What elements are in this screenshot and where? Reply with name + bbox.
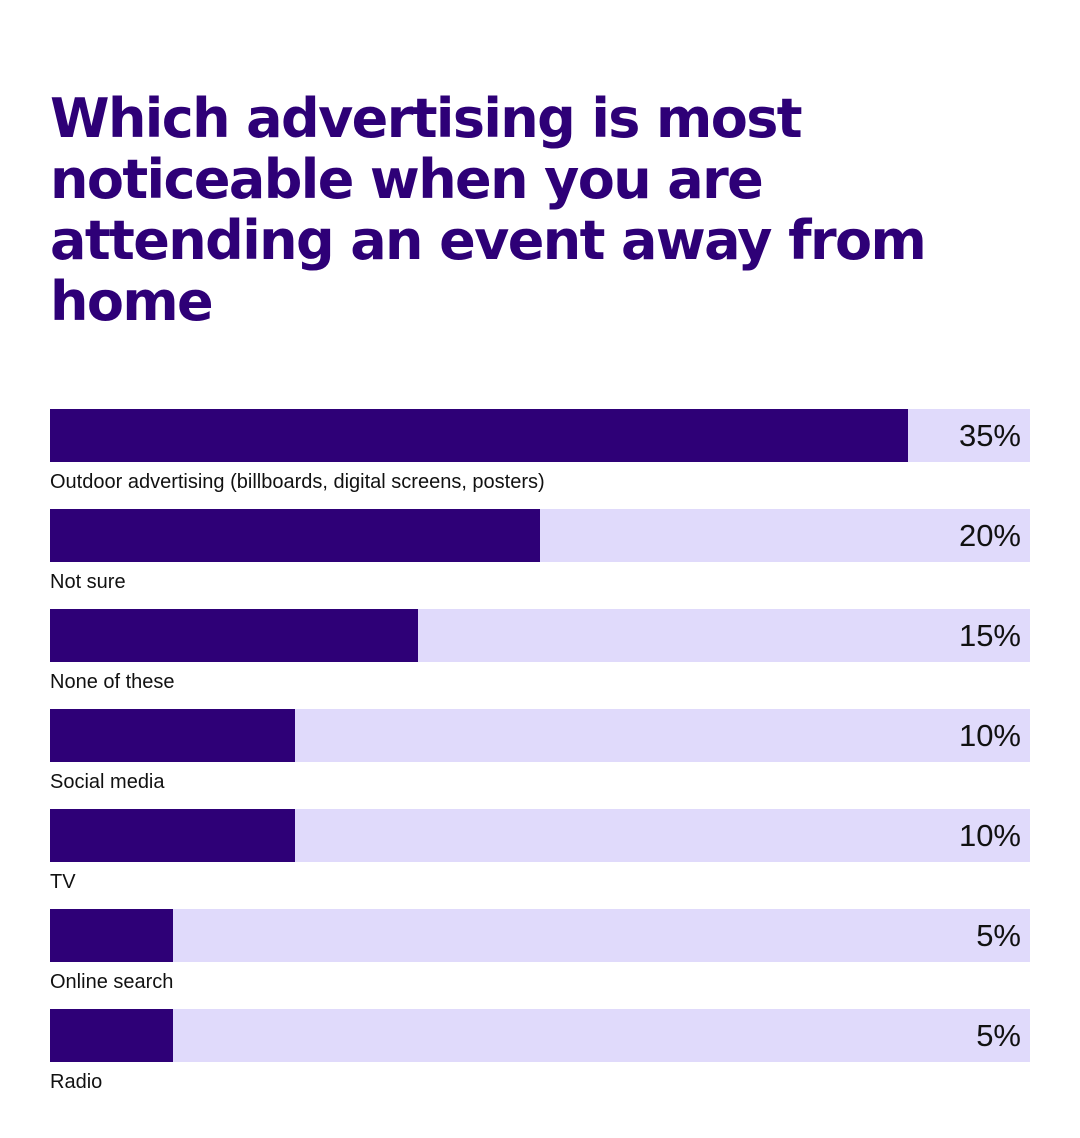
bar (50, 809, 295, 862)
bar-category-label: None of these (50, 671, 175, 693)
bar-row: 35% Outdoor advertising (billboards, digi… (50, 409, 1030, 509)
bar (50, 709, 295, 762)
bar-value-label: 5% (976, 1018, 1021, 1053)
bar-category-label: Online search (50, 971, 174, 993)
bar-track: 15% (50, 609, 1030, 662)
bar-track: 35% (50, 409, 1030, 462)
bar (50, 609, 418, 662)
bar-value-label: 35% (958, 418, 1021, 453)
bar-row: 10% TV (50, 809, 1030, 909)
bar-row: 10% Social media (50, 709, 1030, 809)
bar-row: 5% Online search (50, 909, 1030, 1009)
bar (50, 509, 540, 562)
chart-title: Which advertising is most noticeable whe… (50, 87, 927, 333)
bar-value-label: 5% (976, 918, 1021, 953)
bar-value-label: 20% (958, 518, 1021, 553)
bar (50, 409, 908, 462)
bar-track: 5% (50, 909, 1030, 962)
bar-track: 5% (50, 1009, 1030, 1062)
bar-row: 20% Not sure (50, 509, 1030, 609)
bar-track: 10% (50, 709, 1030, 762)
bar (50, 909, 173, 962)
bar-value-label: 10% (958, 718, 1021, 753)
bar (50, 1009, 173, 1062)
bar-category-label: Outdoor advertising (billboards, digital… (50, 471, 545, 493)
bar-category-label: Radio (50, 1071, 103, 1093)
bar-category-label: Social media (50, 771, 165, 793)
bar-value-label: 15% (958, 618, 1021, 653)
bar-track: 10% (50, 809, 1030, 862)
bar-chart: 35% Outdoor advertising (billboards, digi… (50, 409, 1030, 1109)
bar-track: 20% (50, 509, 1030, 562)
bar-category-label: TV (50, 871, 76, 893)
bar-category-label: Not sure (50, 571, 126, 593)
bar-value-label: 10% (958, 818, 1021, 853)
bar-row: 15% None of these (50, 609, 1030, 709)
bar-row: 5% Radio (50, 1009, 1030, 1109)
